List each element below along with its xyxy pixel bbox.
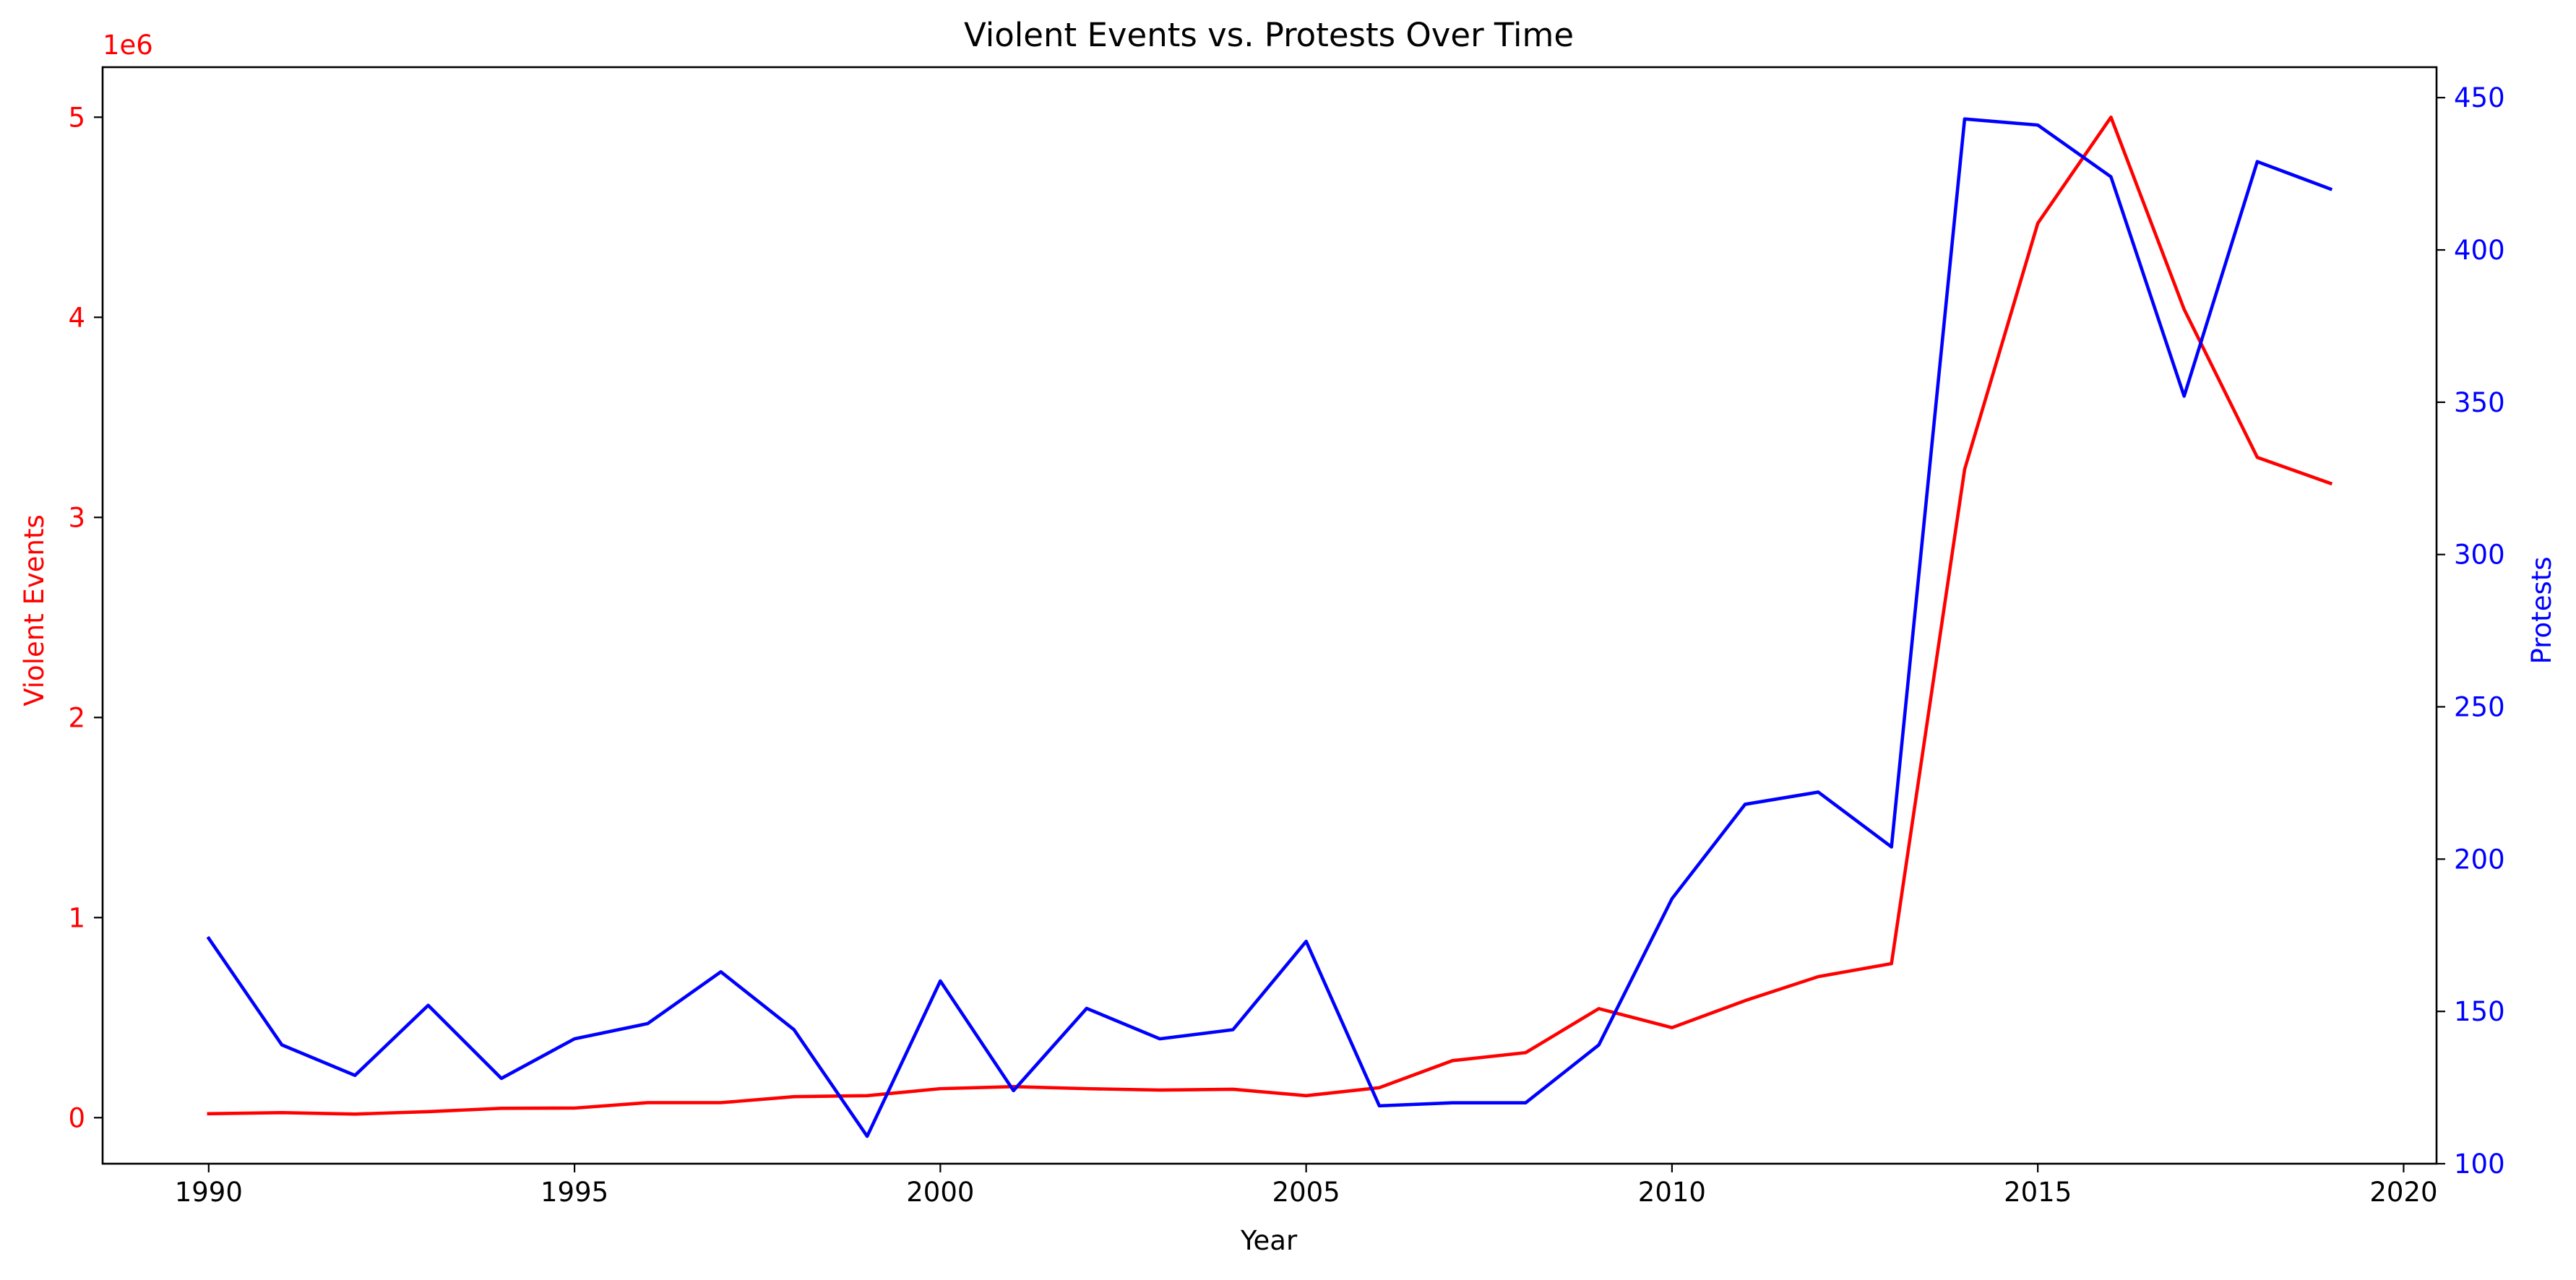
- right-y-axis: 100 150 200 250 300 350 400 450: [2437, 82, 2505, 1180]
- x-tick-label: 1995: [540, 1177, 608, 1208]
- right-axis-label: Protests: [2526, 556, 2557, 664]
- left-tick-label: 1: [68, 902, 85, 933]
- series-lines: [206, 115, 2333, 1138]
- right-tick-label: 450: [2454, 82, 2505, 113]
- x-tick-label: 2015: [2004, 1177, 2072, 1208]
- left-y-axis: 0 1 2 3 4 5: [68, 102, 103, 1133]
- plot-area: [101, 66, 2438, 1165]
- protests-series-line: [206, 117, 2333, 1138]
- right-tick-label: 300: [2454, 540, 2505, 571]
- right-tick-label: 250: [2454, 692, 2505, 723]
- left-axis-offset-label: 1e6: [103, 30, 153, 61]
- x-axis-label: Year: [1240, 1225, 1298, 1256]
- x-tick-label: 2005: [1272, 1177, 1340, 1208]
- x-tick-label: 1990: [175, 1177, 243, 1208]
- right-tick-label: 350: [2454, 387, 2505, 418]
- plot-frame: [101, 66, 2438, 1165]
- left-tick-label: 5: [68, 102, 85, 133]
- left-tick-label: 4: [68, 302, 85, 333]
- x-tick-label: 2010: [1638, 1177, 1706, 1208]
- left-axis-label: Violent Events: [19, 514, 50, 706]
- right-tick-label: 400: [2454, 235, 2505, 266]
- x-axis: 1990 1995 2000 2005 2010 2015 2020: [175, 1164, 2438, 1208]
- left-tick-label: 2: [68, 702, 85, 733]
- right-tick-label: 150: [2454, 996, 2505, 1027]
- right-tick-label: 200: [2454, 844, 2505, 875]
- x-tick-label: 2000: [906, 1177, 974, 1208]
- x-tick-label: 2020: [2369, 1177, 2437, 1208]
- violent-events-series-line: [207, 115, 2333, 1116]
- left-tick-label: 3: [68, 502, 85, 533]
- chart-title: Violent Events vs. Protests Over Time: [964, 16, 1574, 54]
- left-tick-label: 0: [68, 1102, 85, 1133]
- right-tick-label: 100: [2454, 1149, 2505, 1180]
